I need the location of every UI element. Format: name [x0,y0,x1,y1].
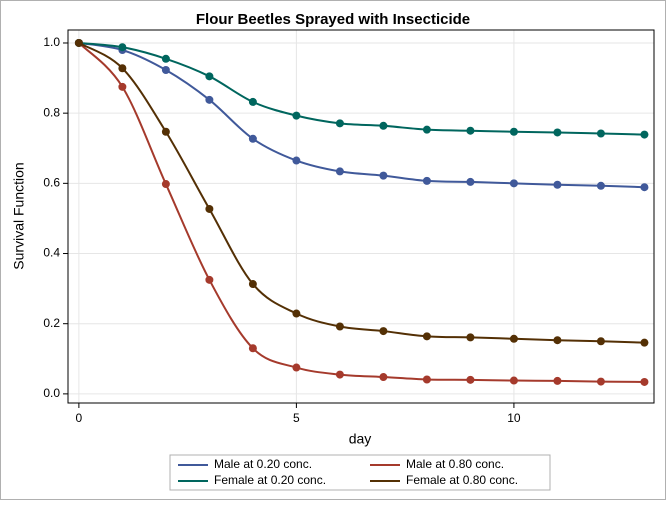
data-point [422,176,431,185]
data-point [596,181,605,190]
data-point [640,338,649,347]
data-point [422,332,431,341]
data-point [292,111,301,120]
data-point [466,126,475,135]
data-point [248,344,257,353]
data-point [335,322,344,331]
data-point [74,38,83,47]
data-point [640,183,649,192]
y-tick-label: 0.2 [43,316,60,330]
data-point [248,97,257,106]
data-point [205,95,214,104]
legend-label: Female at 0.80 conc. [406,473,518,487]
data-point [335,167,344,176]
data-point [640,130,649,139]
data-point [466,177,475,186]
x-tick-label: 10 [507,411,521,425]
data-point [335,370,344,379]
data-point [553,180,562,189]
data-point [509,179,518,188]
data-point [379,373,388,382]
data-point [509,127,518,136]
data-point [248,134,257,143]
data-point [553,336,562,345]
y-tick-label: 1.0 [43,35,60,49]
data-point [596,377,605,386]
data-point [161,54,170,63]
data-point [205,204,214,213]
x-tick-label: 0 [76,411,83,425]
data-point [118,82,127,91]
data-point [205,275,214,284]
plot-frame [67,29,655,404]
x-tick-label: 5 [293,411,300,425]
y-tick-label: 0.0 [43,386,60,400]
data-point [466,333,475,342]
data-point [118,43,127,52]
legend-box [169,454,551,491]
data-point [422,125,431,134]
chart-title: Flour Beetles Sprayed with Insecticide [196,11,470,28]
y-tick-label: 0.6 [43,176,60,190]
data-point [379,171,388,180]
data-point [248,280,257,289]
legend-label: Female at 0.20 conc. [214,473,326,487]
series-line [78,42,645,344]
data-point [466,375,475,384]
data-point [161,180,170,189]
data-point [118,64,127,73]
data-point [292,156,301,165]
data-point [553,128,562,137]
data-point [292,309,301,318]
data-point [596,337,605,346]
data-point [509,376,518,385]
data-point [161,66,170,75]
data-point [379,327,388,336]
data-point [335,119,344,128]
data-point [161,127,170,136]
legend-label: Male at 0.20 conc. [214,457,312,471]
data-point [509,334,518,343]
data-point [640,377,649,386]
y-tick-label: 0.4 [43,246,60,260]
data-point [379,121,388,130]
data-point [292,363,301,372]
data-point [422,375,431,384]
x-axis-label: day [349,431,372,447]
data-point [553,376,562,385]
legend-label: Male at 0.80 conc. [406,457,504,471]
data-point [596,129,605,138]
data-point [205,72,214,81]
y-axis-label: Survival Function [11,162,27,269]
y-tick-label: 0.8 [43,105,60,119]
